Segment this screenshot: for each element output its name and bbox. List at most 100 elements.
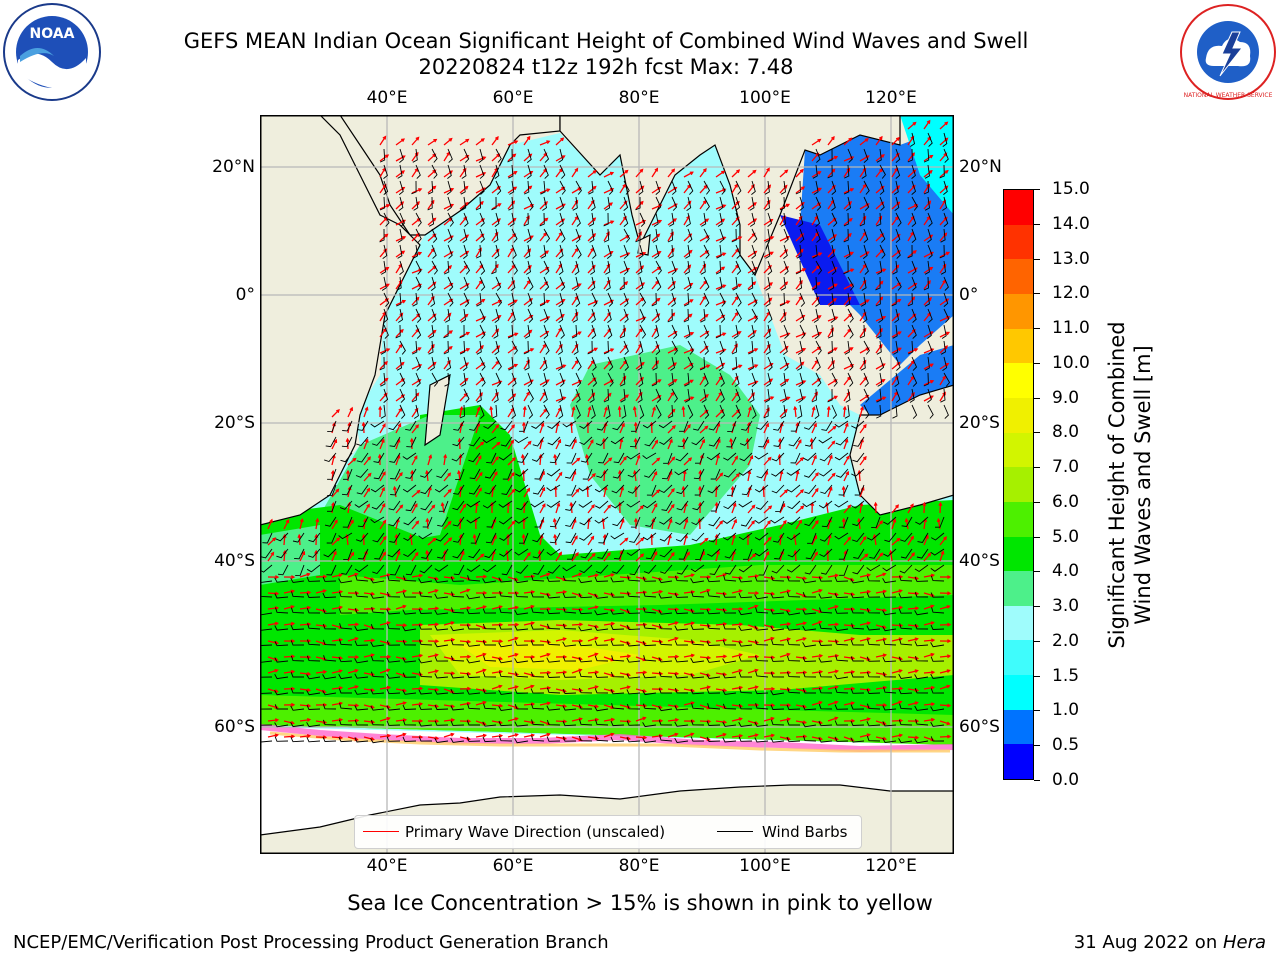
wind-barb <box>466 720 480 726</box>
wave-arrow <box>731 409 740 418</box>
wave-arrow <box>427 330 437 338</box>
wind-barb <box>594 593 609 599</box>
wave-arrow-head <box>797 439 802 444</box>
wave-arrow <box>859 622 870 626</box>
wind-barb <box>677 436 689 448</box>
wind-barb <box>717 276 723 291</box>
wind-barb <box>877 260 883 275</box>
wave-arrow <box>859 394 869 402</box>
wave-arrow <box>715 236 726 242</box>
wind-barb <box>830 228 836 243</box>
wave-arrow-head <box>547 670 552 675</box>
wave-arrow <box>811 736 822 740</box>
wind-barb <box>274 722 289 728</box>
wave-arrow <box>587 360 595 370</box>
wave-arrow <box>778 454 781 466</box>
wave-arrow-head <box>722 573 727 577</box>
wave-arrow-head <box>738 734 744 738</box>
wave-arrow <box>923 736 934 741</box>
wind-barb <box>668 244 674 259</box>
wave-arrow <box>843 268 854 274</box>
wave-arrow <box>715 409 724 418</box>
wave-arrow-head <box>829 454 833 459</box>
wave-arrow <box>603 393 612 402</box>
wind-barb <box>567 548 577 560</box>
wind-barb <box>895 244 901 259</box>
wind-barb <box>786 468 801 476</box>
wind-barb <box>882 592 897 598</box>
wave-arrow <box>267 688 278 693</box>
wind-barb <box>900 532 913 542</box>
wind-barb <box>786 720 800 726</box>
wave-arrow-head <box>879 552 884 557</box>
wave-arrow <box>555 328 562 338</box>
wind-barb <box>466 672 481 679</box>
wave-arrow-head <box>382 535 387 540</box>
wave-arrow <box>523 406 526 418</box>
wind-barb <box>726 436 737 448</box>
wind-barb <box>431 372 439 387</box>
wave-arrow <box>426 471 429 482</box>
wind-barb <box>370 655 385 662</box>
wave-arrow-head <box>425 517 430 523</box>
wind-barb <box>838 484 849 496</box>
wind-barb <box>411 180 417 195</box>
wave-arrow <box>715 573 726 578</box>
wave-arrow-head <box>784 489 789 494</box>
wave-arrow <box>299 551 305 562</box>
wave-arrow-head <box>722 236 727 241</box>
wind-barb <box>466 689 481 695</box>
colorbar-tick <box>1034 501 1040 503</box>
wave-arrow-head <box>299 518 304 523</box>
wind-barb <box>787 548 801 558</box>
wind-barb <box>478 148 484 163</box>
wave-arrow-head <box>881 379 886 383</box>
wind-barb <box>578 578 593 584</box>
wind-barb <box>450 639 465 646</box>
wind-barb <box>818 703 833 710</box>
wave-arrow-head <box>914 701 919 706</box>
wind-barb <box>803 420 817 430</box>
wave-arrow <box>459 265 468 274</box>
wave-arrow <box>811 621 822 626</box>
wave-arrow-head <box>526 215 530 220</box>
wind-barb <box>719 340 725 355</box>
wave-arrow-head <box>817 171 822 175</box>
wind-barb <box>479 164 485 179</box>
colorbar-label: 10.0 <box>1052 352 1090 373</box>
wave-arrow-head <box>895 504 899 509</box>
wave-arrow <box>827 717 838 722</box>
wave-arrow-head <box>670 231 674 236</box>
wind-barb <box>386 640 401 646</box>
wave-arrow-head <box>483 574 488 579</box>
wind-barb <box>827 164 833 179</box>
wave-arrow <box>651 735 662 738</box>
wind-barb <box>797 340 803 355</box>
wave-arrow-head <box>392 485 397 491</box>
wave-arrow-head <box>915 735 920 740</box>
wave-arrow <box>331 736 343 739</box>
wave-arrow <box>539 232 547 242</box>
wind-barb <box>910 132 916 147</box>
wind-barb <box>751 308 758 323</box>
wind-barb <box>911 212 917 227</box>
wind-barb <box>610 609 625 615</box>
wind-barb <box>338 688 352 694</box>
wave-arrow-head <box>670 391 675 396</box>
wave-arrow <box>507 171 517 178</box>
wave-arrow-head <box>722 300 727 305</box>
wind-barb <box>306 592 321 598</box>
wave-height-map <box>258 114 955 855</box>
wave-arrow <box>795 592 806 597</box>
wave-arrow <box>443 218 453 226</box>
wave-arrow <box>859 590 870 594</box>
wave-arrow <box>699 656 711 659</box>
wave-arrow <box>539 487 545 498</box>
wind-barb <box>355 468 369 478</box>
wave-arrow-head <box>432 153 437 158</box>
wave-arrow-head <box>610 732 615 737</box>
wave-arrow <box>443 204 454 210</box>
wind-barb <box>434 642 449 648</box>
wind-barb <box>882 737 897 743</box>
wind-barb <box>606 244 612 259</box>
